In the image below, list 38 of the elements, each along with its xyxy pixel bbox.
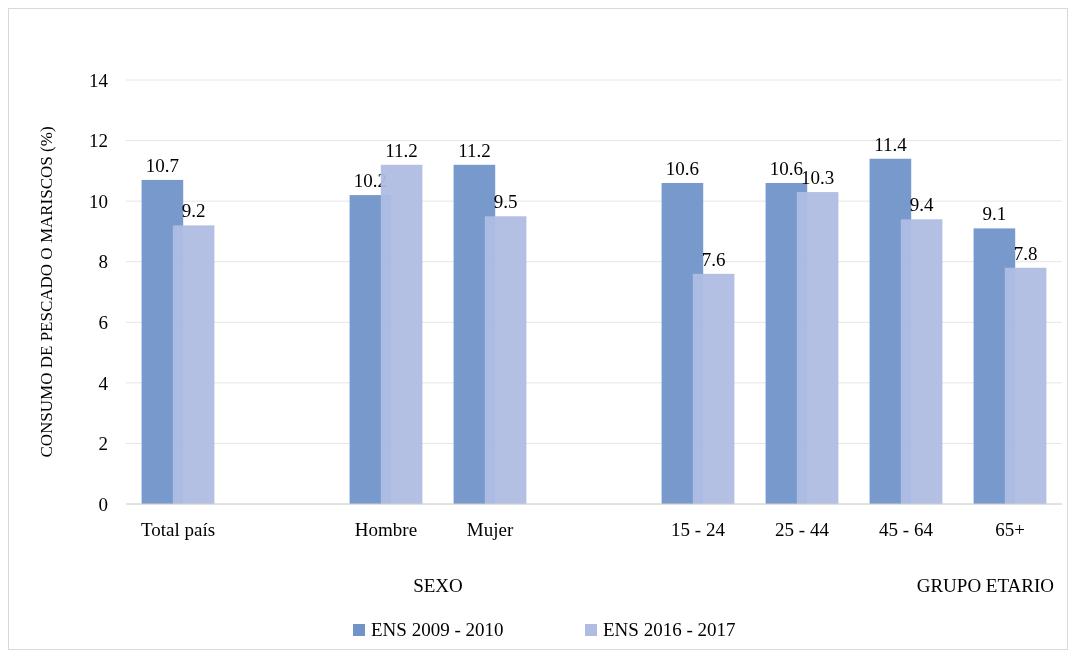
text: SEXO bbox=[413, 575, 463, 596]
bar bbox=[692, 273, 735, 504]
y-tick-label: 2 bbox=[98, 433, 108, 455]
data-label: 10.6 bbox=[665, 157, 700, 179]
bar bbox=[172, 225, 215, 504]
x-tick-label: 45 - 64 bbox=[879, 519, 934, 540]
data-label: 11.2 bbox=[385, 139, 418, 161]
data-label: 11.2 bbox=[458, 139, 491, 161]
bar bbox=[1004, 267, 1047, 504]
x-tick-label: 65+ bbox=[995, 519, 1025, 540]
y-tick-label: 6 bbox=[98, 311, 108, 333]
x-tick-label: 25 - 44 bbox=[775, 519, 830, 540]
text: GRUPO ETARIO bbox=[916, 575, 1054, 596]
y-tick-label: 12 bbox=[89, 130, 108, 152]
data-label: 9.2 bbox=[181, 200, 206, 222]
y-tick-label: 10 bbox=[89, 190, 108, 212]
data-label: 9.4 bbox=[909, 194, 934, 216]
x-tick-label: 15 - 24 bbox=[671, 519, 726, 540]
data-label: 7.8 bbox=[1013, 242, 1038, 264]
data-label: 10.2 bbox=[353, 170, 388, 192]
data-label: 9.5 bbox=[493, 191, 518, 213]
bar bbox=[796, 192, 839, 504]
y-tick-label: 4 bbox=[98, 372, 109, 394]
y-tick-label: 8 bbox=[98, 251, 108, 273]
data-label: 10.7 bbox=[145, 154, 180, 176]
bar bbox=[900, 219, 943, 504]
x-tick-label: Hombre bbox=[354, 519, 418, 540]
data-label: 11.4 bbox=[874, 133, 908, 155]
y-tick-label: 14 bbox=[89, 69, 109, 91]
data-label: 7.6 bbox=[701, 248, 726, 270]
legend-label: ENS 2009 - 2010 bbox=[371, 619, 504, 640]
data-label: 9.1 bbox=[982, 203, 1007, 225]
bar bbox=[484, 216, 527, 504]
x-tick-label: Total país bbox=[140, 519, 216, 540]
x-tick-label: Mujer bbox=[466, 519, 514, 540]
y-tick-label: 0 bbox=[98, 493, 108, 515]
y-axis-title: CONSUMO DE PESCADO O MARISCOS (%) bbox=[37, 126, 56, 458]
legend-label: ENS 2016 - 2017 bbox=[603, 619, 736, 640]
